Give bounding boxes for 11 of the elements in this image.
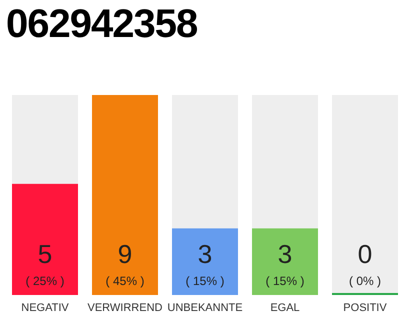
- data-label: 3 ( 15% ): [186, 239, 224, 288]
- x-tick-label: POSITIV: [343, 302, 388, 314]
- x-tick-label: UNBEKANNTE: [167, 302, 243, 314]
- data-label: 0 ( 0% ): [348, 239, 382, 288]
- x-tick-label: EGAL: [270, 302, 300, 314]
- data-label: 5 ( 25% ): [26, 239, 64, 288]
- data-label: 3 ( 15% ): [266, 239, 304, 288]
- x-tick-label: VERWIRREND: [88, 302, 163, 314]
- chart-title: 062942358: [6, 1, 198, 48]
- x-tick-label: NEGATIV: [21, 302, 70, 314]
- data-label: 9 ( 45% ): [106, 239, 144, 288]
